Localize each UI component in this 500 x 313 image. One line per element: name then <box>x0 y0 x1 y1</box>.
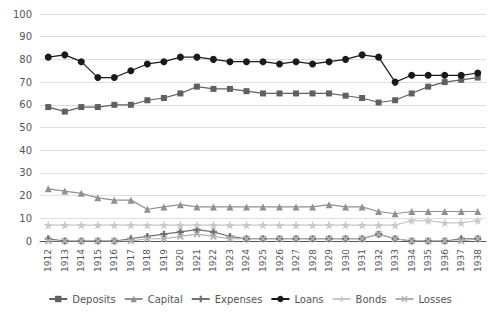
svg-text:1917: 1917 <box>126 249 136 272</box>
svg-text:1931: 1931 <box>357 249 367 272</box>
svg-text:1938: 1938 <box>473 249 483 272</box>
svg-text:1923: 1923 <box>225 249 235 272</box>
svg-text:Bonds: Bonds <box>356 294 387 305</box>
svg-text:1937: 1937 <box>456 249 466 272</box>
svg-text:20: 20 <box>19 190 32 201</box>
svg-text:1932: 1932 <box>374 249 384 272</box>
svg-text:1928: 1928 <box>308 249 318 272</box>
svg-text:1912: 1912 <box>43 249 53 272</box>
svg-text:1927: 1927 <box>291 249 301 272</box>
svg-text:30: 30 <box>19 167 32 178</box>
svg-text:1913: 1913 <box>60 249 70 272</box>
svg-text:1920: 1920 <box>175 249 185 272</box>
svg-text:1933: 1933 <box>390 249 400 272</box>
svg-text:1926: 1926 <box>275 249 285 272</box>
svg-text:1921: 1921 <box>192 249 202 272</box>
svg-text:1929: 1929 <box>324 249 334 272</box>
svg-text:1924: 1924 <box>241 249 251 272</box>
svg-text:1935: 1935 <box>423 249 433 272</box>
svg-text:Losses: Losses <box>418 294 451 305</box>
svg-text:1915: 1915 <box>93 249 103 272</box>
svg-text:10: 10 <box>19 213 32 224</box>
svg-text:1934: 1934 <box>407 249 417 272</box>
svg-text:Capital: Capital <box>148 294 183 305</box>
svg-text:1925: 1925 <box>258 249 268 272</box>
svg-text:80: 80 <box>19 54 32 65</box>
svg-text:0: 0 <box>26 236 32 247</box>
svg-text:1916: 1916 <box>109 249 119 272</box>
svg-text:100: 100 <box>13 9 32 20</box>
svg-text:70: 70 <box>19 77 32 88</box>
svg-text:90: 90 <box>19 31 32 42</box>
svg-text:1922: 1922 <box>208 249 218 272</box>
svg-text:1919: 1919 <box>159 249 169 272</box>
svg-text:1930: 1930 <box>341 249 351 272</box>
svg-text:1936: 1936 <box>440 249 450 272</box>
svg-text:50: 50 <box>19 122 32 133</box>
svg-text:Loans: Loans <box>294 294 323 305</box>
svg-text:Expenses: Expenses <box>215 294 263 305</box>
svg-text:60: 60 <box>19 99 32 110</box>
svg-text:40: 40 <box>19 145 32 156</box>
svg-text:1914: 1914 <box>76 249 86 272</box>
svg-text:Deposits: Deposits <box>72 294 115 305</box>
svg-text:1918: 1918 <box>142 249 152 272</box>
